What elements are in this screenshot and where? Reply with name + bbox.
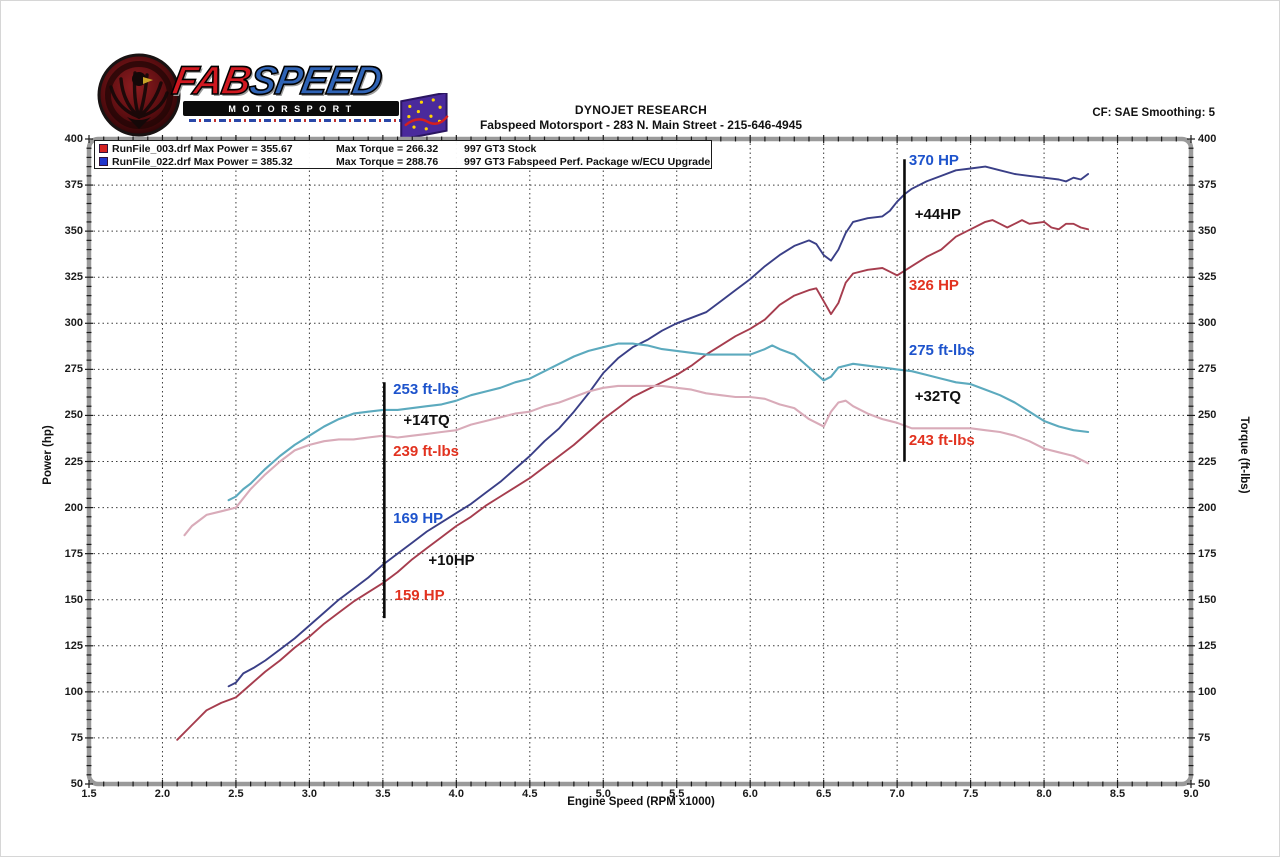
- x-tick-label: 4.0: [448, 788, 464, 800]
- y-tick-label-right: 200: [1198, 501, 1217, 514]
- y-tick-label-left: 325: [64, 271, 83, 284]
- y-tick-label-left: 200: [64, 501, 83, 514]
- y-tick-label-left: 100: [64, 685, 83, 698]
- curve-997-gt3-fabspeed-torque: [227, 342, 1090, 502]
- logo-flag-icon: [400, 93, 449, 141]
- x-tick-label: 5.0: [595, 788, 611, 800]
- curve-997-gt3-stock-torque: [183, 384, 1090, 537]
- annotation-14tq: +14TQ: [403, 411, 450, 429]
- annotation-239-ft-lbs: 239 ft-lbs: [393, 443, 459, 461]
- report-subtitle: Fabspeed Motorsport - 283 N. Main Street…: [479, 118, 803, 132]
- y-tick-label-right: 350: [1198, 225, 1217, 238]
- legend-max-torque: Max Torque = 288.76: [336, 155, 439, 168]
- x-tick-label: 7.5: [962, 788, 979, 800]
- legend-marker-icon: [99, 144, 108, 153]
- fabspeed-logo: FABSPEED MOTORSPORT: [97, 53, 449, 141]
- annotation-159-hp: 159 HP: [394, 587, 445, 605]
- x-tick-label: 2.5: [228, 788, 244, 800]
- legend-max-torque: Max Torque = 266.32: [336, 142, 439, 155]
- x-tick-label: 6.0: [742, 788, 758, 800]
- legend-run-description: 997 GT3 Stock: [464, 142, 537, 155]
- y-tick-label-right: 300: [1198, 317, 1217, 330]
- legend-box: RunFile_003.drf Max Power = 355.67 Max To…: [94, 140, 712, 169]
- y-tick-label-right: 275: [1198, 363, 1217, 376]
- annotation-169-hp: 169 HP: [393, 509, 444, 527]
- y-tick-label-left: 50: [70, 778, 83, 790]
- logo-tagline-line: [189, 119, 439, 122]
- y-tick-label-right: 150: [1198, 593, 1217, 606]
- y-tick-label-right: 75: [1198, 731, 1211, 744]
- y-tick-label-left: 350: [64, 225, 83, 238]
- y-tick-label-right: 400: [1198, 133, 1217, 145]
- x-tick-label: 7.0: [889, 788, 905, 800]
- y-tick-label-left: 300: [64, 317, 83, 330]
- legend-run-description: 997 GT3 Fabspeed Perf. Package w/ECU Upg…: [464, 155, 711, 168]
- x-tick-label: 3.0: [301, 788, 318, 800]
- x-tick-label: 6.5: [816, 788, 832, 800]
- y-tick-label-left: 275: [64, 363, 83, 376]
- annotation-370-hp: 370 HP: [908, 152, 959, 170]
- annotation-275-ft-lbs: 275 ft-lbs: [908, 341, 975, 359]
- y-tick-label-left: 375: [64, 179, 83, 192]
- legend-marker-icon: [99, 157, 108, 166]
- x-axis-title: Engine Speed (RPM x1000): [567, 796, 715, 808]
- legend-row-1: RunFile_003.drf Max Power = 355.67 Max To…: [99, 142, 707, 155]
- logo-motorsport-bar: MOTORSPORT: [183, 101, 399, 116]
- y-tick-label-left: 125: [64, 639, 83, 652]
- legend-file-power: RunFile_003.drf Max Power = 355.67: [112, 142, 293, 155]
- fabspeed-eagle-emblem-icon: [97, 53, 181, 137]
- annotation-326-hp: 326 HP: [908, 277, 959, 295]
- x-tick-label: 8.0: [1036, 788, 1052, 800]
- legend-file-power: RunFile_022.drf Max Power = 385.32: [112, 155, 293, 168]
- y-tick-label-right: 225: [1198, 455, 1217, 468]
- y-tick-label-right: 325: [1198, 271, 1217, 284]
- report-header: DYNOJET RESEARCH Fabspeed Motorsport - 2…: [341, 103, 941, 132]
- y-tick-label-left: 75: [70, 731, 83, 744]
- y-tick-label-left: 175: [64, 547, 83, 560]
- logo-motorsport-text: MOTORSPORT: [228, 104, 358, 114]
- annotation-44hp: +44HP: [914, 205, 962, 223]
- x-tick-label: 2.0: [154, 788, 171, 800]
- annotation-243-ft-lbs: 243 ft-lbs: [908, 432, 975, 450]
- y-tick-label-left: 225: [64, 455, 83, 468]
- y-tick-label-right: 50: [1198, 778, 1211, 790]
- x-tick-label: 9.0: [1183, 788, 1199, 800]
- y-tick-label-left: 150: [64, 593, 83, 606]
- annotation-253-ft-lbs: 253 ft-lbs: [393, 380, 459, 398]
- x-tick-label: 4.5: [522, 788, 538, 800]
- curve-997-gt3-stock-power: [176, 219, 1090, 741]
- x-tick-label: 5.5: [669, 788, 685, 800]
- x-tick-label: 1.5: [81, 788, 97, 800]
- y-tick-label-left: 400: [64, 133, 83, 145]
- x-tick-label: 8.5: [1109, 788, 1126, 800]
- y-tick-label-right: 375: [1198, 179, 1217, 192]
- curve-997-gt3-fabspeed-power: [227, 165, 1090, 688]
- report-title: DYNOJET RESEARCH: [574, 103, 708, 117]
- y-tick-label-right: 175: [1198, 547, 1217, 560]
- legend-row-2: RunFile_022.drf Max Power = 385.32 Max To…: [99, 155, 711, 168]
- y-tick-label-right: 100: [1198, 685, 1217, 698]
- annotation-10hp: +10HP: [428, 552, 475, 569]
- correction-smoothing-info: CF: SAE Smoothing: 5: [1092, 107, 1215, 119]
- x-tick-label: 3.5: [375, 788, 391, 800]
- y-tick-label-right: 125: [1198, 639, 1217, 652]
- annotation-32tq: +32TQ: [914, 388, 962, 405]
- y-tick-label-left: 250: [64, 409, 83, 422]
- y-tick-label-right: 250: [1198, 409, 1217, 422]
